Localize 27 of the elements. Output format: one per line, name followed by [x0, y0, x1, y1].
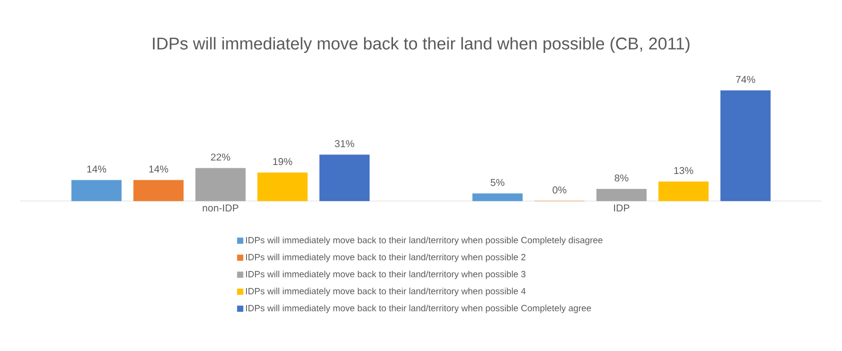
bar	[257, 172, 308, 202]
chart-title: IDPs will immediately move back to their land when possible (CB, 2011)	[152, 37, 690, 53]
bar	[71, 180, 122, 202]
legend-label: IDPs will immediately move back to their land/territory when possible Completely agree	[246, 304, 591, 314]
legend-label: IDPs will immediately move back to their land/territory when possible 4	[246, 288, 526, 296]
data-label: 0%	[552, 186, 566, 194]
data-label: 22%	[210, 154, 230, 161]
data-label: 14%	[87, 166, 106, 173]
legend-label: IDPs will immediately move back to their land/territory when possible 3	[246, 270, 526, 280]
data-label: 5%	[490, 178, 504, 186]
bar	[658, 181, 709, 202]
data-label: 31%	[334, 140, 354, 148]
data-label: 19%	[273, 158, 292, 166]
data-label: 13%	[674, 166, 694, 174]
x-tick-label: IDP	[614, 204, 630, 212]
data-label: 14%	[149, 166, 168, 173]
bar	[195, 168, 246, 202]
data-label: 74%	[736, 76, 756, 83]
legend-label: IDPs will immediately move back to their land/territory when possible 2	[246, 254, 526, 262]
bar	[319, 154, 370, 202]
bar	[720, 90, 771, 202]
bar	[472, 193, 523, 202]
x-tick-label: non-IDP	[202, 204, 238, 212]
legend-label: IDPs will immediately move back to their land/territory when possible Completely disagree	[246, 236, 602, 246]
data-label: 8%	[614, 174, 628, 182]
bar	[596, 188, 647, 202]
bar	[133, 180, 184, 202]
